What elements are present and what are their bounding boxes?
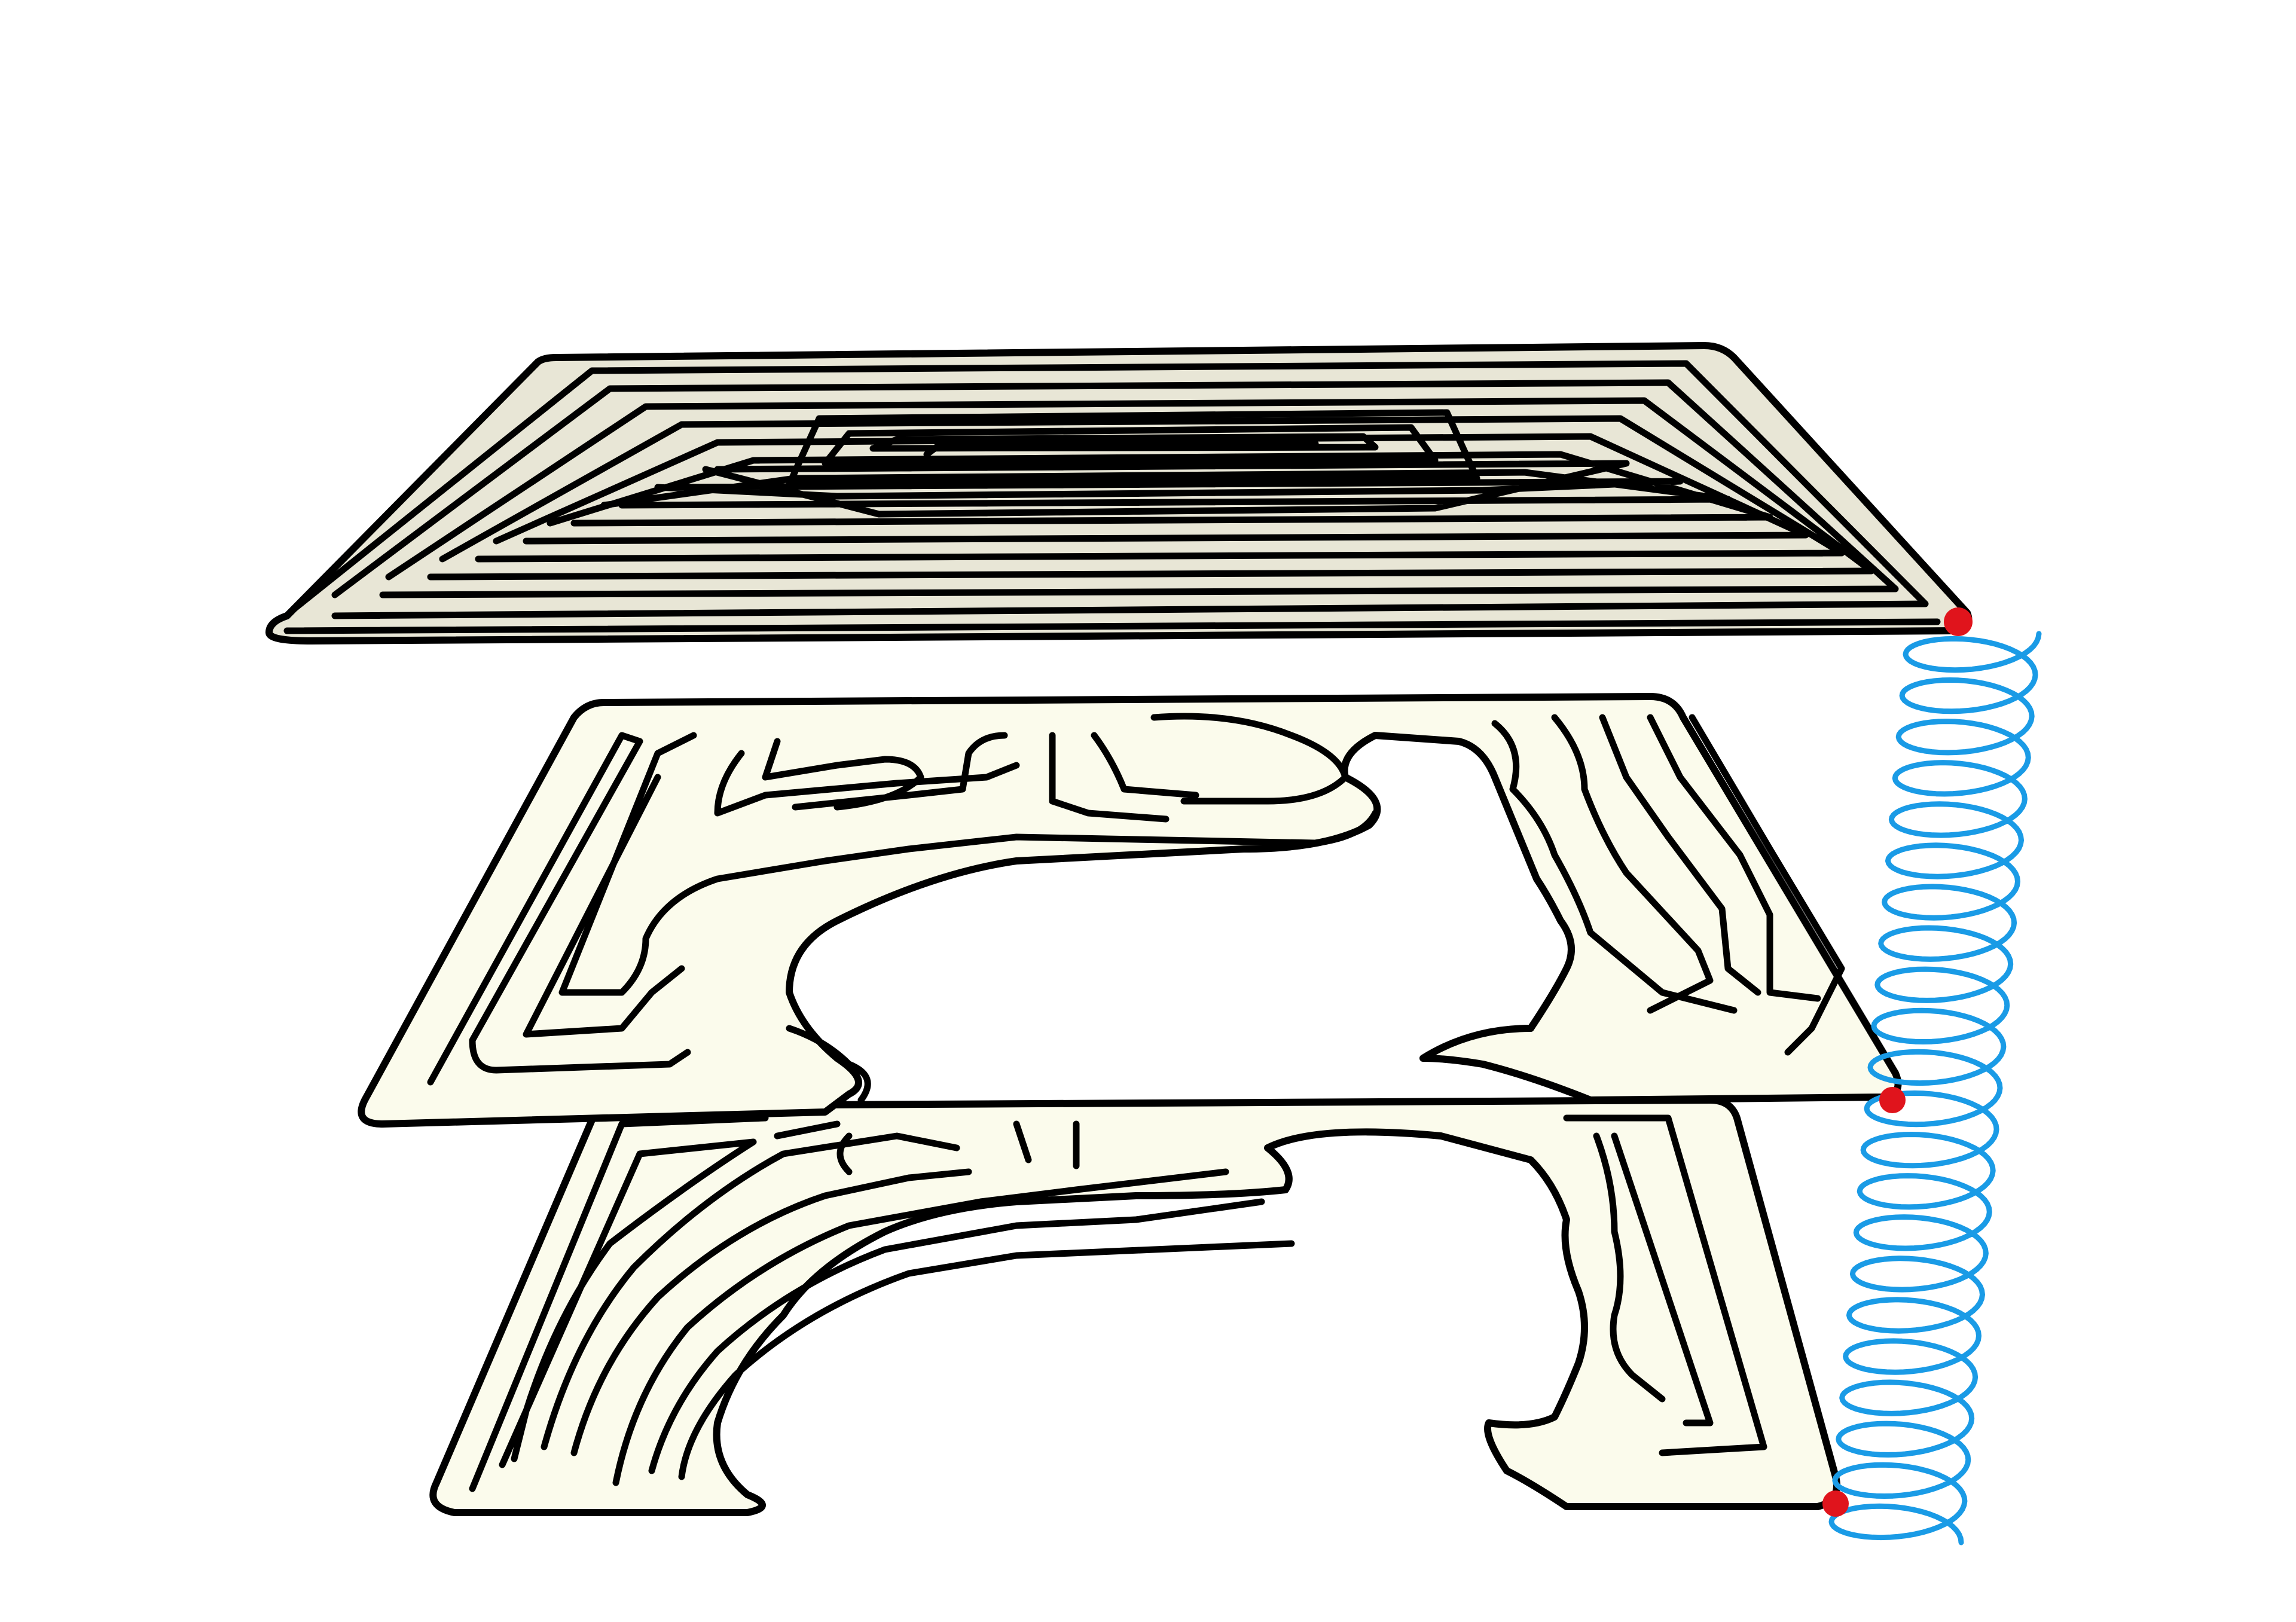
top-layer-spiral [283,360,1941,634]
middle-track [1491,714,1845,1056]
bottom-track [541,1132,972,1456]
bottom-track [469,1114,769,1492]
middle-layer-tracks [427,713,1845,1104]
spiral-track [283,360,1941,634]
marker-bottom [1822,1490,1849,1517]
spiral-core [786,409,1480,488]
bottom-layer [429,1096,1840,1516]
middle-track [558,732,1379,996]
bottom-layer-body [429,1096,1840,1516]
bottom-track [1563,1114,1767,1456]
connection-markers [1822,607,1973,1517]
marker-top [1944,607,1973,636]
middle-layer [358,693,1902,1128]
bottom-layer-tracks [469,1114,1767,1492]
middle-track [427,732,691,1086]
middle-track [786,1025,871,1104]
coil-helix [1828,631,2042,1545]
top-layer [265,342,1973,644]
bottom-track [612,1168,1265,1486]
coil-spring [1828,631,2042,1545]
middle-track [762,732,1199,823]
middle-track [1150,713,1349,805]
marker-middle [1879,1087,1906,1113]
bottom-track [678,1120,1295,1480]
